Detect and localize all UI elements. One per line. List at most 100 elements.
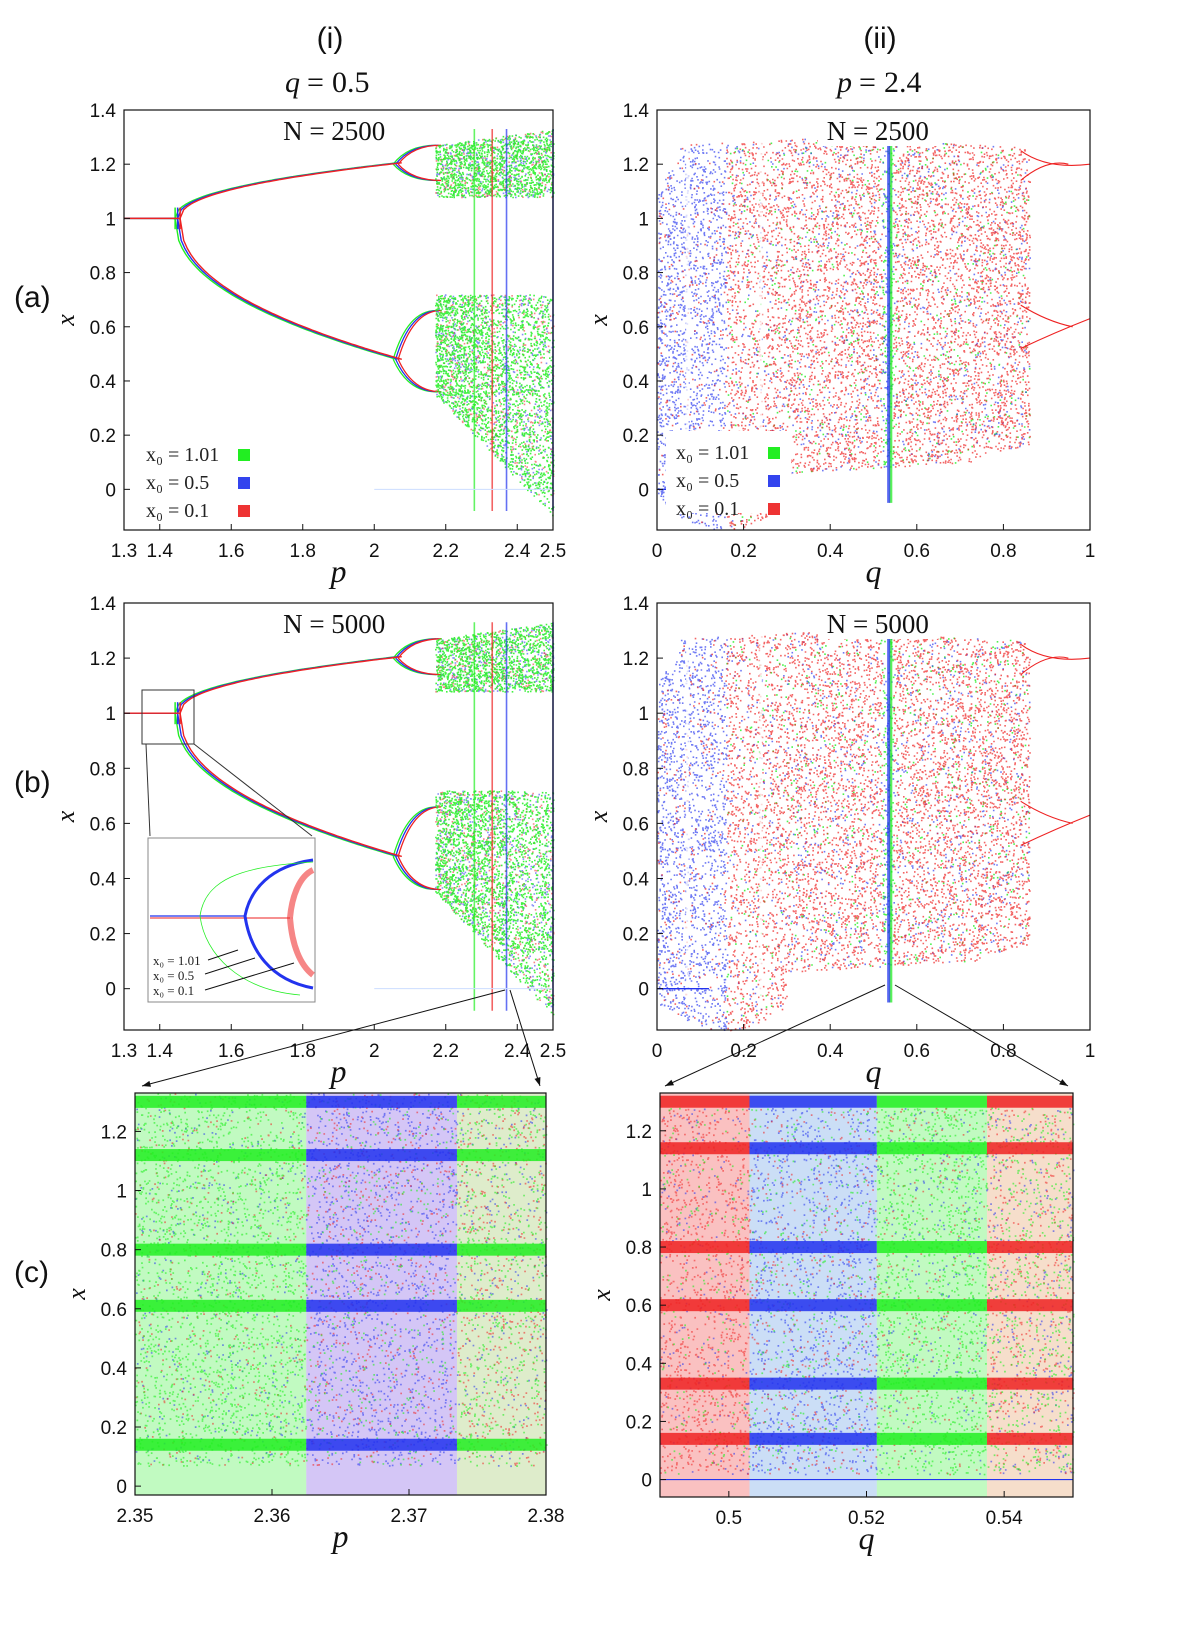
axes-frame-b-ii <box>656 602 1091 1031</box>
x-tick-label: 2.35 <box>117 1506 154 1527</box>
attractor-band <box>986 1142 1073 1155</box>
column-equals-ii: = <box>859 66 876 99</box>
attractor-band <box>876 1432 987 1445</box>
y-tick-label: 0.8 <box>90 264 116 285</box>
y-tick-label: 0 <box>105 980 116 1001</box>
title-bg <box>817 114 938 146</box>
x-tick-label: 1.3 <box>111 1041 137 1062</box>
period-doubling-curve <box>1020 814 1091 846</box>
y-tick-label: 0.2 <box>623 925 649 946</box>
inset-pointer <box>204 957 256 975</box>
y-tick-label: 0.2 <box>101 1418 127 1439</box>
legend-a-ii: x₀ = 1.01 x₀ = 0.5 x₀ = 0.1 <box>666 431 791 520</box>
attractor-band <box>749 1299 877 1312</box>
attractor-band <box>306 1149 457 1162</box>
legend-swatch <box>768 447 780 459</box>
attractor-band <box>876 1377 987 1390</box>
y-axis-label: x <box>587 1289 616 1302</box>
panels: 1.3 1.4 1.6 1.8 2 2.2 2.4 2.5 0 0.2 0.4 0.6 0.8 1 1.2 1… <box>51 101 1095 1556</box>
x-tick-label: 0.5 <box>716 1508 742 1529</box>
y-tick-label: 1 <box>638 209 649 230</box>
column-param-symbol-ii: p <box>835 66 852 99</box>
inset-legend-label: x₀ = 0.1 <box>153 983 194 998</box>
legend-item-label: x₀ = 0.1 <box>676 498 739 520</box>
legend-item-label: x₀ = 0.5 <box>676 470 739 492</box>
legend-swatch <box>238 449 250 461</box>
axes-frame-a-ii <box>656 109 1091 531</box>
y-tick-label: 1.4 <box>90 101 117 122</box>
x-tick-label: 0.4 <box>817 1041 844 1062</box>
x-tick-label: 0.54 <box>986 1508 1023 1529</box>
x-tick-label: 1.8 <box>290 541 316 562</box>
attractor-band <box>749 1095 877 1108</box>
chart-title-a-i: N = 2500 <box>283 116 385 146</box>
y-tick-label: 0 <box>638 480 649 501</box>
plot-area-b-ii <box>657 603 1091 1032</box>
x-axis-label: p <box>331 1518 349 1554</box>
x-tick-label: 0.6 <box>904 541 930 562</box>
zoom-connectors <box>141 984 1069 1087</box>
bifurcation-branch-lower <box>179 712 402 858</box>
y-axis-label: x <box>584 810 613 823</box>
y-tick-label: 0.6 <box>90 318 116 339</box>
period-doubling-curve <box>1020 304 1073 328</box>
attractor-band <box>456 1149 546 1162</box>
x-tick-label: 2.4 <box>504 1041 531 1062</box>
y-tick-label: 0.6 <box>623 814 649 835</box>
y-tick-label: 0 <box>116 1477 127 1498</box>
y-tick-label: 1.4 <box>90 594 117 615</box>
y-tick-label: 0 <box>105 480 116 501</box>
attractor-band <box>135 1243 307 1256</box>
x-axis-label: q <box>859 1520 875 1556</box>
y-tick-label: 1.2 <box>623 649 649 670</box>
y-tick-label: 1.2 <box>90 155 116 176</box>
period-doubling-curve <box>1020 643 1091 660</box>
legend-swatch <box>238 505 250 517</box>
x-tick-label: 0.6 <box>904 1041 930 1062</box>
attractor-band <box>135 1095 307 1108</box>
y-tick-label: 1 <box>105 209 116 230</box>
x-tick-label: 1 <box>1085 1041 1096 1062</box>
attractor-band <box>306 1299 457 1312</box>
x-tick-label: 2 <box>369 1041 380 1062</box>
attractor-band <box>749 1142 877 1155</box>
attractor-band <box>876 1241 987 1254</box>
density-zone <box>876 1093 987 1497</box>
attractor-band <box>306 1438 457 1451</box>
title-bg <box>274 607 395 639</box>
period-doubling-curve <box>1020 318 1091 349</box>
y-tick-label: 0.4 <box>101 1359 128 1380</box>
y-tick-label: 1.2 <box>101 1122 127 1143</box>
x-axis-label: p <box>329 1053 347 1089</box>
x-tick-label: 0.52 <box>848 1508 885 1529</box>
x-tick-label: 2.2 <box>433 1041 459 1062</box>
chart-title-a-ii: N = 2500 <box>827 116 929 146</box>
y-tick-label: 0 <box>638 980 649 1001</box>
column-param-value-ii: 2.4 <box>884 66 922 99</box>
x-axis-label: p <box>329 553 347 589</box>
inset-pointer <box>204 962 295 991</box>
density-zone <box>749 1093 877 1497</box>
attractor-band <box>306 1095 457 1108</box>
column-param-symbol-i: q <box>285 66 300 99</box>
y-tick-label: 0.4 <box>623 372 650 393</box>
row-label-b: (b) <box>14 766 51 799</box>
y-tick-label: 1 <box>641 1180 652 1201</box>
x-tick-label: 1.4 <box>147 541 174 562</box>
title-bg <box>817 607 938 639</box>
inset-branch-green <box>199 861 314 917</box>
zoom-connector-arrowhead <box>534 1077 541 1086</box>
x-axis-label: q <box>866 553 882 589</box>
axes-frame-c-i <box>134 1092 547 1496</box>
zoom-connector-line <box>509 989 541 1087</box>
y-tick-label: 0.2 <box>626 1412 652 1433</box>
inset-branch-upper <box>287 867 315 919</box>
bifurcation-branch-lower <box>176 217 400 360</box>
period-doubling-loop <box>397 806 442 891</box>
axes-frame-a-i <box>123 109 554 531</box>
x-tick-label: 0.8 <box>990 1041 1016 1062</box>
x-tick-label: 0 <box>652 1041 663 1062</box>
y-tick-label: 0.6 <box>626 1296 652 1317</box>
